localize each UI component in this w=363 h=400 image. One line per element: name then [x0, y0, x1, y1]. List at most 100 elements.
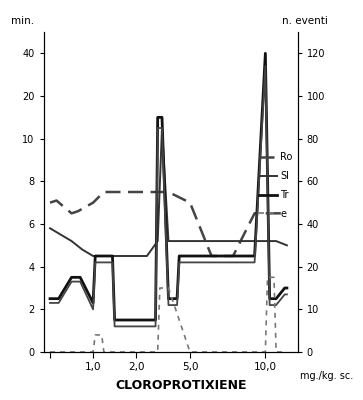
- Tr: [153, 318, 158, 322]
- e: [263, 350, 268, 354]
- Text: min.: min.: [11, 16, 34, 26]
- Sl: [220, 239, 224, 244]
- Sl: [58, 232, 63, 237]
- e: [188, 350, 192, 354]
- Ro: [263, 211, 268, 216]
- Tr: [263, 51, 268, 56]
- e: [272, 275, 276, 280]
- Tr: [113, 318, 117, 322]
- Sl: [113, 254, 117, 258]
- Sl: [91, 254, 95, 258]
- Sl: [155, 239, 160, 244]
- Tr: [166, 296, 171, 301]
- Text: mg./kg. sc.: mg./kg. sc.: [300, 371, 354, 381]
- Ro: [166, 190, 171, 194]
- e: [123, 350, 127, 354]
- Sl: [285, 243, 289, 248]
- Ro: [188, 200, 192, 205]
- Tr: [252, 254, 257, 258]
- Ro: [285, 211, 289, 216]
- Sl: [69, 239, 74, 244]
- Sl: [199, 239, 203, 244]
- Tr: [93, 254, 97, 258]
- Ro: [145, 190, 149, 194]
- Tr: [102, 254, 106, 258]
- e: [155, 350, 160, 354]
- Line: Sl: Sl: [50, 128, 287, 256]
- Legend: Ro, Sl, Tr, e: Ro, Sl, Tr, e: [255, 148, 297, 223]
- e: [48, 350, 52, 354]
- Tr: [48, 296, 52, 301]
- e: [145, 350, 149, 354]
- Tr: [110, 254, 115, 258]
- Ro: [69, 211, 74, 216]
- Ro: [231, 254, 235, 258]
- Sl: [80, 247, 85, 252]
- e: [209, 350, 214, 354]
- Tr: [268, 296, 272, 301]
- Ro: [274, 211, 278, 216]
- Sl: [166, 239, 171, 244]
- Ro: [102, 190, 106, 194]
- Ro: [123, 190, 127, 194]
- Sl: [263, 239, 268, 244]
- Line: e: e: [50, 277, 287, 352]
- Tr: [91, 300, 95, 305]
- Sl: [48, 226, 52, 231]
- Tr: [177, 254, 182, 258]
- Ro: [48, 200, 52, 205]
- Line: Ro: Ro: [50, 192, 287, 256]
- Text: n. eventi: n. eventi: [282, 16, 328, 26]
- e: [91, 350, 95, 354]
- Sl: [274, 239, 278, 244]
- Tr: [220, 254, 224, 258]
- Tr: [132, 318, 136, 322]
- e: [102, 350, 106, 354]
- Tr: [199, 254, 203, 258]
- Ro: [91, 200, 95, 205]
- Tr: [145, 318, 149, 322]
- Sl: [242, 239, 246, 244]
- e: [252, 350, 257, 354]
- Ro: [155, 190, 160, 194]
- Ro: [134, 190, 138, 194]
- e: [113, 350, 117, 354]
- Sl: [134, 254, 138, 258]
- Tr: [242, 254, 246, 258]
- Ro: [76, 209, 80, 214]
- e: [285, 350, 289, 354]
- e: [80, 350, 85, 354]
- Line: Tr: Tr: [50, 53, 287, 320]
- Tr: [69, 275, 74, 280]
- Tr: [282, 286, 287, 290]
- e: [231, 350, 235, 354]
- Tr: [123, 318, 127, 322]
- Ro: [209, 254, 214, 258]
- Tr: [160, 115, 164, 120]
- Sl: [177, 239, 182, 244]
- e: [158, 286, 162, 290]
- e: [58, 350, 63, 354]
- e: [274, 350, 278, 354]
- Tr: [175, 296, 179, 301]
- e: [166, 286, 171, 290]
- Tr: [231, 254, 235, 258]
- Tr: [209, 254, 214, 258]
- Text: CLOROPROTIXIENE: CLOROPROTIXIENE: [116, 379, 247, 392]
- e: [99, 332, 104, 337]
- Sl: [160, 126, 164, 130]
- Tr: [78, 275, 82, 280]
- Sl: [102, 254, 106, 258]
- Tr: [155, 115, 160, 120]
- Tr: [274, 296, 278, 301]
- e: [265, 275, 270, 280]
- e: [69, 350, 74, 354]
- e: [93, 332, 97, 337]
- Ro: [54, 198, 59, 203]
- Tr: [134, 318, 138, 322]
- Sl: [123, 254, 127, 258]
- Tr: [285, 286, 289, 290]
- Sl: [145, 254, 149, 258]
- Ro: [252, 211, 257, 216]
- Tr: [57, 296, 61, 301]
